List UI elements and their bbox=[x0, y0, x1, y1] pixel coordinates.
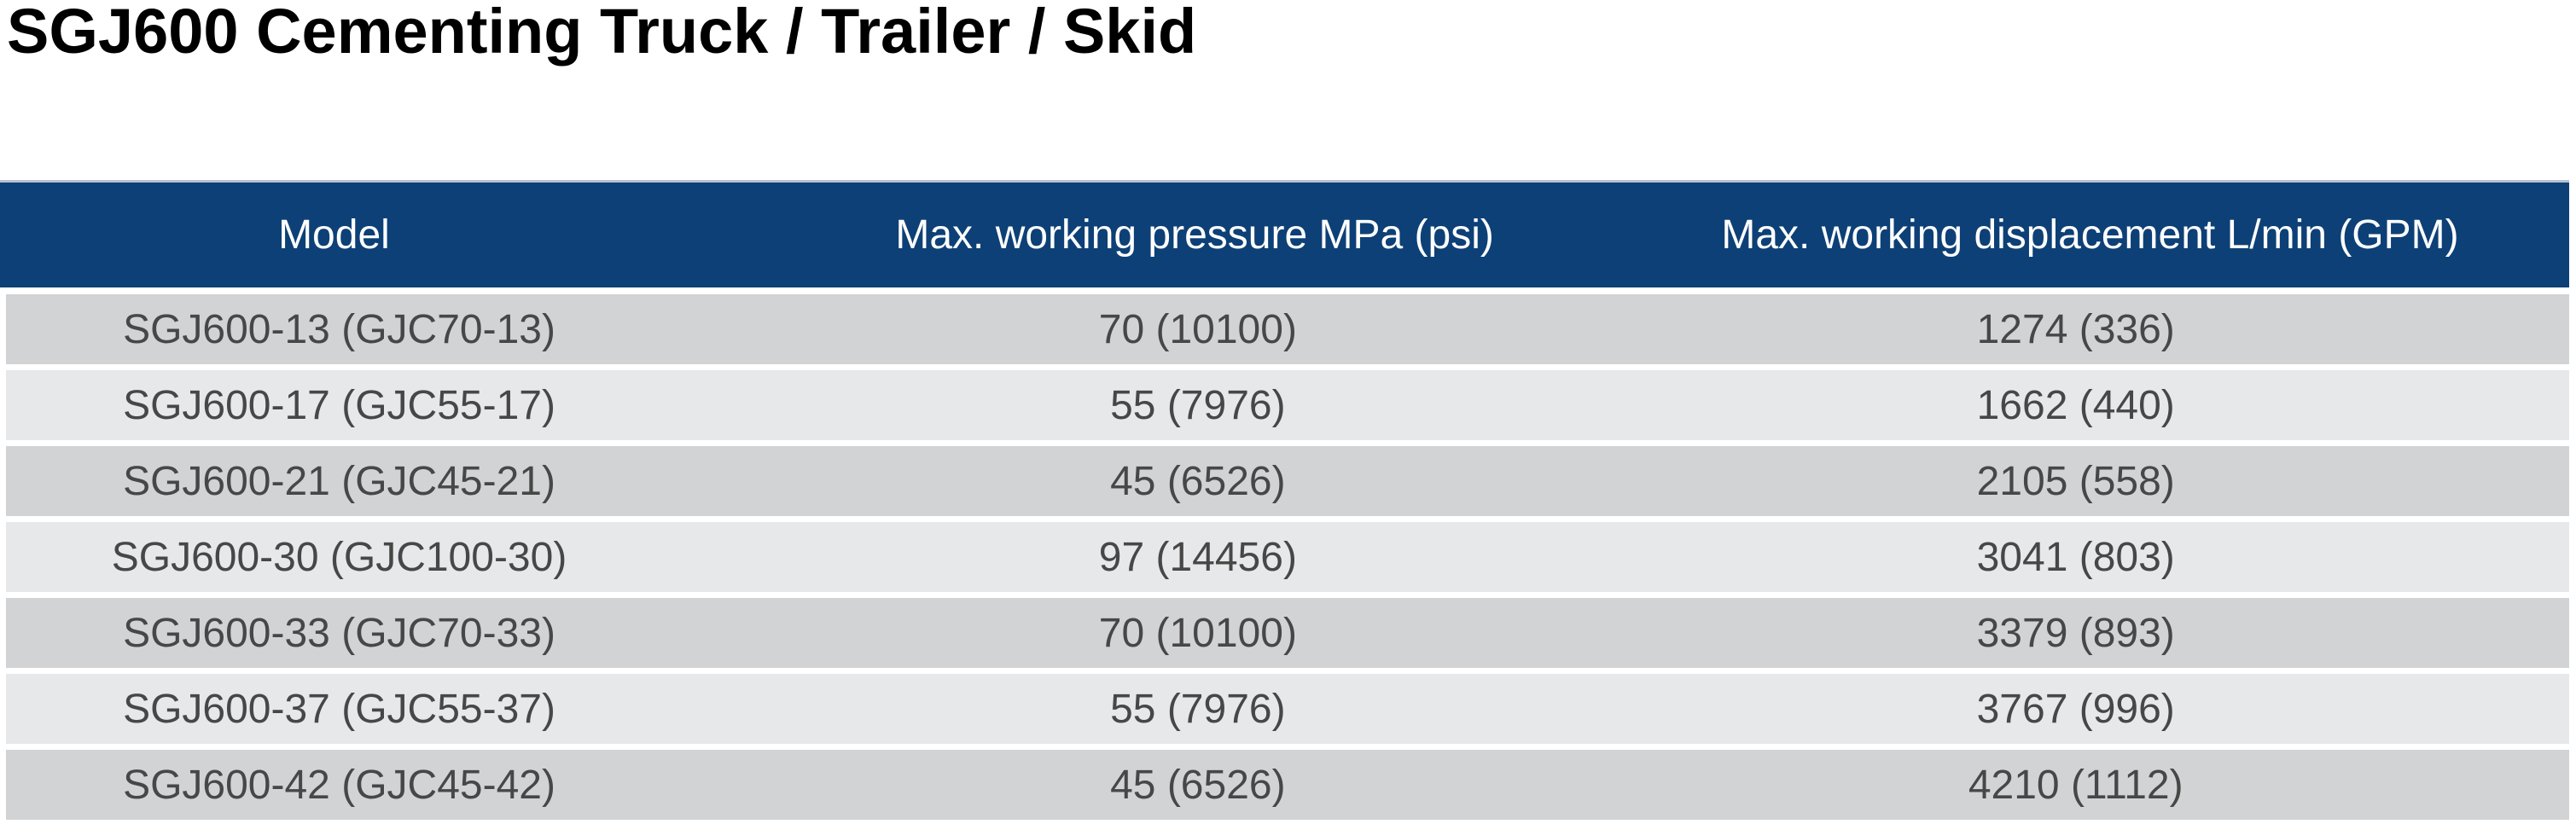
model-cell: SGJ600-13 (GJC70-13) bbox=[123, 306, 555, 352]
pressure-cell: 70 (10100) bbox=[1098, 610, 1297, 656]
pressure-cell: 45 (6526) bbox=[1110, 458, 1286, 504]
column-header-displacement: Max. working displacement L/min (GPM) bbox=[1721, 212, 2459, 258]
pressure-cell: 97 (14456) bbox=[1098, 534, 1297, 580]
displacement-cell: 3041 (803) bbox=[1976, 534, 2175, 580]
pressure-cell: 55 (7976) bbox=[1110, 686, 1286, 732]
table-row: SGJ600-37 (GJC55-37) 55 (7976) 3767 (996… bbox=[6, 674, 2569, 744]
spec-table: Model Max. working pressure MPa (psi) Ma… bbox=[0, 180, 2569, 824]
table-header-row: Model Max. working pressure MPa (psi) Ma… bbox=[0, 183, 2569, 287]
page-title: SGJ600 Cementing Truck / Trailer / Skid bbox=[7, 0, 1197, 67]
model-cell: SGJ600-17 (GJC55-17) bbox=[123, 382, 555, 428]
table-row: SGJ600-42 (GJC45-42) 45 (6526) 4210 (111… bbox=[6, 750, 2569, 820]
pressure-cell: 70 (10100) bbox=[1098, 306, 1297, 352]
table-body: SGJ600-13 (GJC70-13) 70 (10100) 1274 (33… bbox=[0, 294, 2569, 820]
table-row: SGJ600-17 (GJC55-17) 55 (7976) 1662 (440… bbox=[6, 370, 2569, 440]
model-cell: SGJ600-30 (GJC100-30) bbox=[111, 534, 567, 580]
displacement-cell: 2105 (558) bbox=[1976, 458, 2175, 504]
table-row: SGJ600-13 (GJC70-13) 70 (10100) 1274 (33… bbox=[6, 294, 2569, 364]
model-cell: SGJ600-42 (GJC45-42) bbox=[123, 762, 555, 808]
pressure-cell: 55 (7976) bbox=[1110, 382, 1286, 428]
model-cell: SGJ600-37 (GJC55-37) bbox=[123, 686, 555, 732]
column-header-model: Model bbox=[278, 212, 390, 258]
model-cell: SGJ600-33 (GJC70-33) bbox=[123, 610, 555, 656]
displacement-cell: 3767 (996) bbox=[1976, 686, 2175, 732]
table-row: SGJ600-21 (GJC45-21) 45 (6526) 2105 (558… bbox=[6, 446, 2569, 516]
table-top-rule bbox=[0, 180, 2569, 183]
displacement-cell: 1274 (336) bbox=[1976, 306, 2175, 352]
displacement-cell: 1662 (440) bbox=[1976, 382, 2175, 428]
column-header-pressure: Max. working pressure MPa (psi) bbox=[895, 212, 1494, 258]
displacement-cell: 3379 (893) bbox=[1976, 610, 2175, 656]
model-cell: SGJ600-21 (GJC45-21) bbox=[123, 458, 555, 504]
table-row: SGJ600-30 (GJC100-30) 97 (14456) 3041 (8… bbox=[6, 522, 2569, 592]
displacement-cell: 4210 (1112) bbox=[1968, 762, 2183, 808]
table-row: SGJ600-33 (GJC70-33) 70 (10100) 3379 (89… bbox=[6, 598, 2569, 668]
pressure-cell: 45 (6526) bbox=[1110, 762, 1286, 808]
